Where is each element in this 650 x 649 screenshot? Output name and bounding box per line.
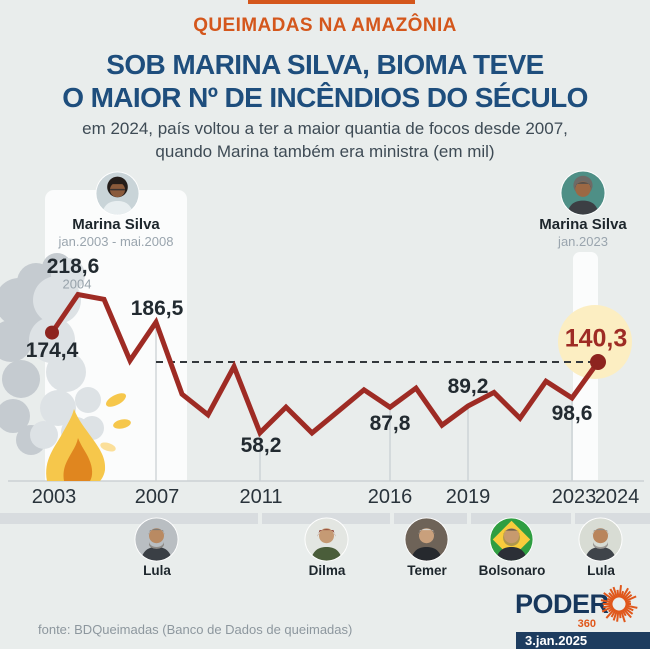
- flame-icon: [46, 393, 131, 481]
- president-photo-dilma: [304, 517, 349, 562]
- minister-name-right: Marina Silva: [539, 216, 627, 233]
- president-name-lula-1: Lula: [143, 563, 171, 578]
- x-axis-tick-2011: 2011: [239, 486, 283, 508]
- x-axis-tick-2023: 2023: [551, 486, 597, 508]
- top-accent-bar: [248, 0, 415, 4]
- president-photo-temer: [404, 517, 449, 562]
- president-name-bolsonaro: Bolsonaro: [478, 563, 546, 578]
- page-subtitle-line1: em 2024, país voltou a ter a maior quant…: [82, 119, 568, 138]
- president-name-lula-2: Lula: [587, 563, 615, 578]
- page-title-line2: O MAIOR Nº DE INCÊNDIOS DO SÉCULO: [62, 82, 588, 113]
- x-axis-tick-2024: 2024: [594, 486, 640, 508]
- timeline-divider-2019: [467, 513, 471, 524]
- timeline-divider-2016: [390, 513, 394, 524]
- fires-trend-line: [49, 291, 601, 438]
- fires-line-chart: [0, 253, 644, 482]
- minister-period-left: jan.2003 - mai.2008: [58, 234, 174, 249]
- minister-name-left: Marina Silva: [72, 216, 160, 233]
- marina-silva-photo-2023: [560, 170, 606, 216]
- minister-period-right: jan.2023: [558, 234, 608, 249]
- marina-silva-photo-2003: [95, 171, 140, 216]
- president-name-dilma: Dilma: [308, 563, 346, 578]
- president-photo-bolsonaro: [489, 517, 534, 562]
- source-text: fonte: BDQueimadas (Banco de Dados de qu…: [38, 622, 353, 637]
- timeline-divider-2023: [571, 513, 575, 524]
- date-badge: 3.jan.2025: [516, 632, 650, 649]
- timeline-divider-2011: [258, 513, 262, 524]
- president-photo-lula-1: [134, 517, 179, 562]
- year-gridlines: [155, 325, 573, 481]
- poder360-logo-360: 360: [577, 618, 596, 630]
- poder360-sunburst-icon: [597, 582, 641, 631]
- x-axis-tick-2016: 2016: [367, 486, 413, 508]
- page-subtitle-line2: quando Marina também era ministra (em mi…: [155, 142, 495, 161]
- page-title-line1: SOB MARINA SILVA, BIOMA TEVE: [106, 49, 544, 80]
- highlight-circle: [558, 305, 632, 379]
- president-name-temer: Temer: [407, 563, 447, 578]
- x-axis-tick-2019: 2019: [445, 486, 491, 508]
- president-photo-lula-2: [578, 517, 623, 562]
- smoke-icon: [0, 253, 104, 455]
- x-axis-tick-2003: 2003: [31, 486, 77, 508]
- poder360-logo-text: PODER: [515, 589, 609, 619]
- x-axis-tick-2007: 2007: [134, 486, 180, 508]
- page-kicker: QUEIMADAS NA AMAZÔNIA: [193, 15, 457, 36]
- endpoint-dots: [45, 325, 606, 370]
